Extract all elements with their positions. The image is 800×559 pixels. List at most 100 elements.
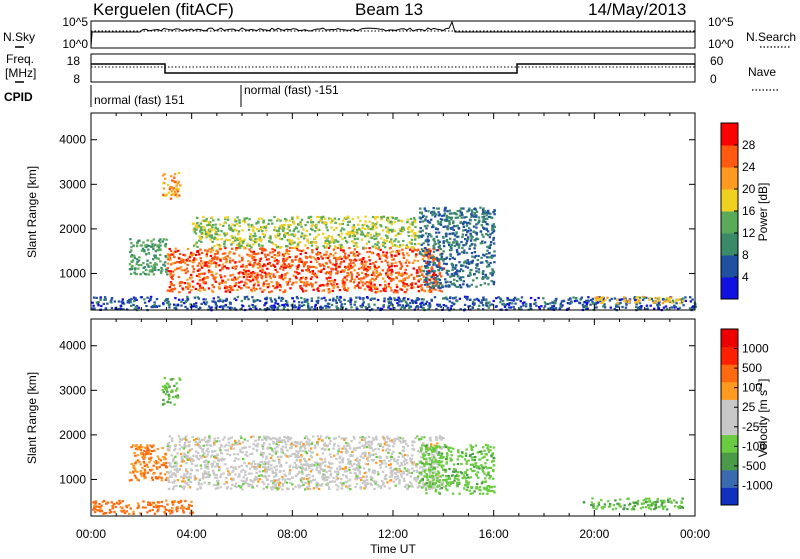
power-cell [241, 259, 243, 261]
power-cell [252, 226, 254, 228]
power-cell [268, 240, 270, 242]
power-cell [383, 239, 385, 241]
velocity-cell [419, 485, 421, 487]
power-cell [281, 227, 283, 229]
power-cell [192, 271, 194, 273]
power-cell [159, 254, 161, 256]
power-cell [433, 256, 435, 258]
power-cell [390, 254, 392, 256]
power-cell [306, 301, 308, 303]
velocity-cell [404, 467, 406, 469]
velocity-cell [190, 477, 192, 479]
power-cell [451, 264, 453, 266]
power-cell [492, 211, 494, 213]
power-cell [266, 268, 268, 270]
power-cell [386, 235, 388, 237]
power-cell [321, 290, 323, 292]
velocity-cell [358, 477, 360, 479]
power-cell [409, 302, 411, 304]
velocity-cell [347, 463, 349, 465]
power-cell [491, 280, 493, 282]
velocity-cell [346, 477, 348, 479]
power-cell [217, 238, 219, 240]
power-cell [393, 297, 395, 299]
power-cell [635, 297, 637, 299]
power-cell [104, 296, 106, 298]
velocity-cell [181, 458, 183, 460]
velocity-cell [348, 467, 350, 469]
power-cell [338, 299, 340, 301]
power-cell [274, 249, 276, 251]
power-cell [279, 289, 281, 291]
power-cell [512, 306, 514, 308]
power-cell [446, 239, 448, 241]
power-cell [386, 262, 388, 264]
power-ytick-label: 1000 [59, 266, 86, 280]
power-cell [358, 296, 360, 298]
velocity-cell [152, 479, 154, 481]
power-cell [348, 263, 350, 265]
power-cell [423, 270, 425, 272]
power-cell [489, 236, 491, 238]
power-cell [451, 269, 453, 271]
power-colorbar-tick-label: 28 [742, 138, 756, 152]
power-cell [214, 229, 216, 231]
velocity-cell [390, 466, 392, 468]
power-cell [217, 219, 219, 221]
power-cell [293, 221, 295, 223]
power-cell [604, 299, 606, 301]
velocity-cell [306, 478, 308, 480]
power-cell [307, 221, 309, 223]
velocity-cell [235, 483, 237, 485]
velocity-cell [234, 460, 236, 462]
power-cell [229, 291, 231, 293]
power-cell [246, 286, 248, 288]
power-cell [330, 222, 332, 224]
power-cell [266, 283, 268, 285]
power-cell [170, 263, 172, 265]
power-cell [448, 270, 450, 272]
velocity-cell [374, 448, 376, 450]
power-cell [199, 279, 201, 281]
power-cell [529, 303, 531, 305]
velocity-cell [194, 475, 196, 477]
power-cell [283, 304, 285, 306]
power-cell [406, 252, 408, 254]
power-cell [433, 251, 435, 253]
power-cell [358, 268, 360, 270]
power-cell [177, 250, 179, 252]
power-cell [357, 238, 359, 240]
power-cell [240, 281, 242, 283]
power-cell [246, 278, 248, 280]
power-cell [352, 218, 354, 220]
power-cell [345, 240, 347, 242]
power-cell [242, 305, 244, 307]
power-cell [368, 303, 370, 305]
velocity-cell [240, 437, 242, 439]
power-cell [390, 274, 392, 276]
power-cell [197, 270, 199, 272]
power-cell [138, 264, 140, 266]
power-cell [179, 285, 181, 287]
power-cell [178, 172, 180, 174]
power-cell [478, 268, 480, 270]
velocity-cell [135, 477, 137, 479]
power-cell [332, 254, 334, 256]
power-cell [312, 273, 314, 275]
power-cell [407, 298, 409, 300]
power-cell [413, 217, 415, 219]
power-cell [192, 265, 194, 267]
velocity-cell [246, 451, 248, 453]
power-cell [264, 272, 266, 274]
power-cell [265, 229, 267, 231]
velocity-cell [342, 461, 344, 463]
velocity-cell [389, 480, 391, 482]
power-cell [351, 276, 353, 278]
power-cell [339, 289, 341, 291]
velocity-cell [277, 482, 279, 484]
power-cell [143, 267, 145, 269]
power-cell [377, 242, 379, 244]
power-cell [309, 233, 311, 235]
velocity-cell [411, 472, 413, 474]
power-cell [437, 211, 439, 213]
